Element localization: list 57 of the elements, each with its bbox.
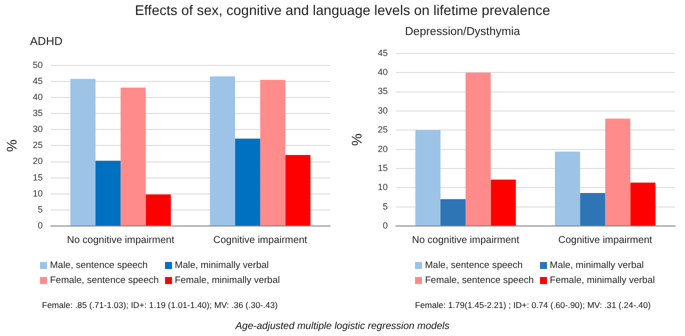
legend-label: Male, sentence speech	[50, 260, 148, 271]
bar	[120, 88, 146, 226]
y-tick-label: 25	[32, 140, 43, 150]
y-tick-label: 0	[382, 220, 388, 230]
bar	[554, 152, 580, 226]
legend-label: Male, minimally verbal	[550, 260, 644, 271]
y-tick-label: 20	[378, 144, 388, 154]
y-tick-label: 0	[38, 220, 43, 230]
bar	[630, 182, 656, 226]
bar	[210, 76, 236, 226]
x-tick-label: Cognitive impairment	[558, 234, 652, 246]
x-tick-label: Cognitive impairment	[213, 234, 308, 246]
y-tick-label: 25	[378, 124, 388, 135]
legend-label: Female, sentence speech	[50, 275, 159, 286]
y-tick-label: 15	[378, 162, 388, 173]
y-tick-label: 30	[32, 124, 43, 134]
chart-title: ADHD	[30, 36, 63, 48]
bar	[260, 80, 286, 226]
y-tick-label: 15	[32, 172, 43, 182]
y-tick-label: 40	[32, 92, 43, 102]
y-tick-label: 45	[32, 76, 43, 86]
legend-label: Male, sentence speech	[425, 260, 523, 271]
legend-label: Female, minimally verbal	[550, 275, 655, 286]
bar	[466, 72, 491, 226]
y-tick-label: 10	[378, 182, 388, 192]
y-tick-label: 10	[32, 188, 43, 198]
legend-label: Female, minimally verbal	[174, 275, 280, 286]
text: Female: 1.79(1.45-2.21) ; ID+: 0.74 (.60-.90); MV: .31 (.24-.40)	[415, 300, 651, 310]
y-axis-title: %	[3, 139, 20, 152]
legend-label: Female, sentence speech	[425, 275, 534, 286]
y-axis-title: %	[348, 133, 364, 146]
legend-label: Male, minimally verbal	[174, 260, 269, 271]
y-tick-label: 40	[378, 67, 388, 78]
x-tick-label: No cognitive impairment	[66, 234, 174, 246]
bar	[415, 130, 440, 226]
bar	[580, 193, 606, 226]
chart-title: Depression/Dysthymia	[405, 26, 520, 38]
y-tick-label: 50	[32, 60, 43, 70]
bar	[95, 160, 121, 226]
x-tick-label: No cognitive impairment	[412, 234, 520, 246]
y-tick-label: 20	[32, 156, 43, 166]
bar	[146, 194, 171, 226]
bar	[490, 180, 516, 226]
bar	[605, 118, 630, 226]
y-tick-label: 35	[32, 108, 43, 118]
bar	[235, 138, 260, 226]
y-tick-label: 45	[378, 48, 388, 58]
bar	[440, 199, 466, 226]
y-tick-label: 30	[378, 105, 388, 116]
bar	[70, 78, 96, 226]
text: Age-adjusted multiple logistic regression models	[234, 321, 450, 332]
text: Female: .85 (.71-1.03); ID+: 1.19 (1.01-1.40); MV: .36 (.30-.43)	[42, 300, 278, 310]
bar	[285, 155, 310, 226]
text: Effects of sex, cognitive and language levels on lifetime prevalence	[134, 2, 552, 18]
y-tick-label: 35	[378, 86, 388, 96]
y-tick-label: 5	[38, 204, 43, 214]
y-tick-label: 5	[382, 201, 388, 212]
